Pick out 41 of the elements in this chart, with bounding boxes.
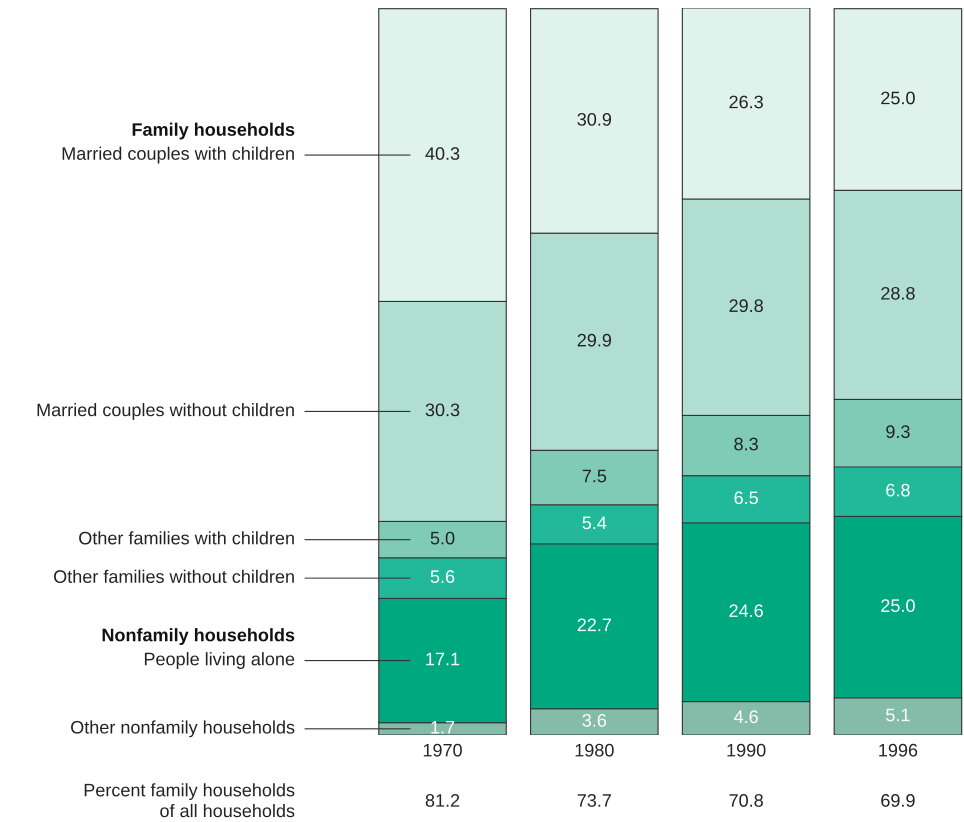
data-label: 22.7 bbox=[578, 618, 611, 632]
data-label: 29.9 bbox=[578, 334, 612, 347]
text: People living alone bbox=[144, 652, 294, 669]
data-label: 26.3 bbox=[729, 96, 763, 108]
data-label: 5.6 bbox=[430, 570, 454, 583]
data-label: 40.3 bbox=[425, 147, 460, 160]
text: 69.9 bbox=[881, 794, 915, 807]
data-label: 8.3 bbox=[734, 438, 758, 450]
data-label: 6.5 bbox=[734, 491, 758, 504]
data-label: 9.3 bbox=[886, 425, 910, 438]
data-label: 3.6 bbox=[582, 714, 606, 727]
text: Married couples without children bbox=[38, 403, 294, 420]
data-label: 6.8 bbox=[886, 484, 910, 497]
data-label: 1.7 bbox=[431, 721, 454, 734]
x-tick-label: 1970 bbox=[424, 744, 462, 757]
text: Percent family households of all households bbox=[84, 783, 294, 818]
text: Other families with children bbox=[79, 531, 294, 544]
text: Married couples with children bbox=[62, 146, 294, 164]
data-label: 24.6 bbox=[729, 604, 763, 618]
text: 73.7 bbox=[578, 794, 611, 807]
data-label: 17.1 bbox=[426, 652, 460, 666]
data-label: 25.0 bbox=[881, 92, 915, 104]
data-label: 7.5 bbox=[582, 470, 606, 482]
data-label: 28.8 bbox=[881, 286, 915, 300]
data-label: 30.9 bbox=[577, 112, 612, 126]
text: Other families without children bbox=[54, 570, 294, 583]
text: Nonfamily households bbox=[102, 628, 294, 645]
text: 81.2 bbox=[426, 794, 460, 807]
data-label: 5.0 bbox=[430, 532, 454, 544]
data-label: 25.0 bbox=[881, 599, 915, 612]
x-tick-label: 1990 bbox=[727, 744, 766, 757]
data-label: 5.1 bbox=[886, 708, 910, 722]
data-label: 4.6 bbox=[734, 710, 758, 724]
text: Other nonfamily households bbox=[71, 720, 294, 738]
x-tick-label: 1996 bbox=[879, 744, 918, 757]
text: 70.8 bbox=[729, 794, 763, 807]
data-label: 29.8 bbox=[729, 299, 763, 312]
data-label: 5.4 bbox=[582, 516, 606, 530]
data-label: 30.3 bbox=[426, 404, 460, 416]
text: Family households bbox=[132, 122, 294, 140]
x-tick-label: 1980 bbox=[576, 744, 614, 757]
